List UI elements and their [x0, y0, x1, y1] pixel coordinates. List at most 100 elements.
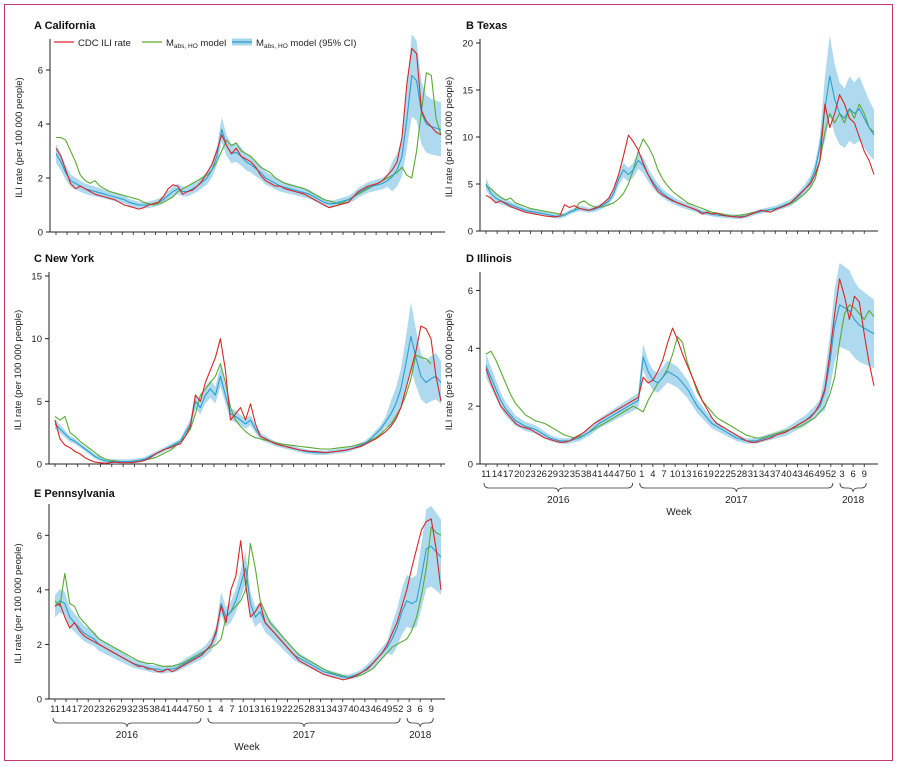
x-tick-label: 29 [116, 704, 127, 715]
x-tick-label: 7 [661, 469, 666, 480]
y-axis-label: ILI rate (per 100 000 people) [444, 310, 455, 430]
y-tick-label: 15 [31, 272, 42, 283]
y-tick-label: 2 [37, 640, 42, 651]
x-tick-label: 50 [625, 469, 636, 480]
x-tick-label: 3 [406, 704, 411, 715]
y-tick-label: 10 [31, 334, 42, 345]
y-tick-label: 4 [38, 120, 43, 131]
x-tick-label: 26 [105, 704, 116, 715]
panel-B: B Texas 0 5 10 15 20 ILI rate (per 100 000 peo… [444, 20, 878, 238]
model-line [485, 304, 875, 439]
x-tick-label: 17 [503, 469, 514, 480]
x-tick-label: 19 [271, 704, 282, 715]
y-tick-label: 15 [462, 86, 473, 97]
y-tick-label: 5 [37, 397, 42, 408]
ci-band [55, 302, 441, 464]
x-tick-label: 9 [862, 469, 867, 480]
y-tick-label: 5 [468, 180, 473, 191]
model-line [485, 103, 875, 217]
x-tick-label: 43 [360, 704, 371, 715]
x-tick-label: 16 [692, 469, 703, 480]
x-tick-label: 14 [492, 469, 503, 480]
panel-title-D: D Illinois [466, 253, 512, 265]
y-tick-label: 0 [37, 460, 42, 471]
x-tick-label: 38 [149, 704, 160, 715]
panel-title-B: B Texas [466, 20, 507, 32]
panel-title-E: E Pennsylvania [34, 488, 116, 500]
x-tick-label: 32 [559, 469, 570, 480]
y-axis-label: ILI rate (per 100 000 people) [13, 310, 24, 430]
y-tick-label: 20 [462, 39, 473, 50]
x-tick-label: 9 [429, 704, 434, 715]
x-tick-label: 4 [650, 469, 655, 480]
cdc-ili-line [54, 518, 442, 681]
x-tick-label: 10 [670, 469, 681, 480]
x-tick-label: 16 [260, 704, 271, 715]
year-brace [639, 482, 834, 493]
x-tick-label: 40 [349, 704, 360, 715]
y-tick-label: 0 [468, 460, 473, 471]
x-tick-label: 35 [570, 469, 581, 480]
x-tick-label: 4 [218, 704, 223, 715]
model-ci-line [485, 304, 875, 442]
x-tick-label: 44 [171, 704, 182, 715]
panel-title-C: C New York [34, 253, 95, 265]
year-label: 2016 [116, 730, 139, 741]
panel-C: C New York 0 5 10 15 ILI rate (per 100 000 pe… [13, 253, 445, 471]
y-tick-label: 2 [468, 402, 473, 413]
x-tick-label: 52 [826, 469, 837, 480]
year-brace [207, 717, 401, 728]
ci-band [486, 34, 874, 220]
x-tick-label: 47 [183, 704, 194, 715]
year-label: 2016 [547, 495, 570, 506]
x-tick-label: 49 [382, 704, 393, 715]
year-brace [52, 717, 202, 728]
x-tick-label: 22 [282, 704, 293, 715]
year-brace [406, 717, 434, 728]
x-tick-label: 31 [315, 704, 326, 715]
x-tick-label: 11 [481, 469, 491, 480]
x-tick-label: 35 [138, 704, 149, 715]
x-tick-label: 6 [418, 704, 423, 715]
y-tick-label: 0 [38, 228, 43, 239]
ci-band [56, 34, 441, 209]
model-line [54, 526, 442, 678]
year-brace [839, 482, 867, 493]
legend: CDC ILI rate Mabs, HO model Mabs, HO mod… [54, 38, 356, 50]
y-tick-label: 4 [468, 344, 473, 355]
cdc-ili-line [55, 47, 442, 210]
model-ci-line [54, 335, 442, 463]
x-tick-label: 20 [83, 704, 94, 715]
x-tick-label: 25 [725, 469, 736, 480]
y-tick-label: 0 [37, 695, 42, 706]
x-tick-label: 34 [759, 469, 770, 480]
x-tick-label: 23 [525, 469, 536, 480]
x-tick-label: 37 [337, 704, 348, 715]
x-tick-label: 10 [238, 704, 249, 715]
x-tick-label: 43 [792, 469, 803, 480]
x-tick-label: 17 [72, 704, 83, 715]
y-tick-label: 6 [468, 286, 473, 297]
x-tick-label: 41 [160, 704, 171, 715]
y-tick-label: 10 [462, 133, 473, 144]
year-label: 2018 [842, 495, 865, 506]
legend-ci-label: Mabs, HO model (95% CI) [256, 38, 356, 50]
y-tick-label: 6 [38, 66, 43, 77]
model-ci-line [55, 74, 442, 206]
y-axis-label: ILI rate (per 100 000 people) [444, 77, 455, 197]
x-tick-label: 46 [371, 704, 382, 715]
x-axis-label: Week [234, 742, 260, 753]
x-tick-label: 34 [326, 704, 337, 715]
x-tick-label: 32 [127, 704, 138, 715]
legend-model-label: Mabs, HO model [166, 38, 226, 50]
x-tick-label: 22 [714, 469, 725, 480]
x-tick-label: 23 [94, 704, 105, 715]
year-label: 2018 [409, 730, 432, 741]
cdc-ili-line [485, 278, 875, 443]
x-tick-label: 44 [603, 469, 614, 480]
x-tick-label: 37 [770, 469, 781, 480]
y-tick-label: 6 [37, 531, 42, 542]
model-line [54, 354, 432, 463]
